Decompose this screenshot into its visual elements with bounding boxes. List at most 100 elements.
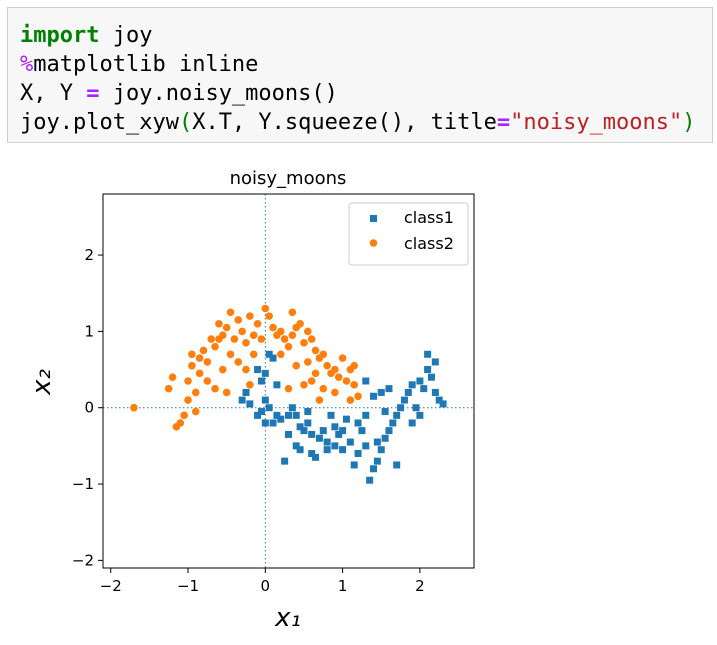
- data-point-class1: [323, 446, 331, 454]
- data-point-class1: [385, 385, 393, 393]
- data-point-class1: [273, 381, 281, 389]
- data-point-class2: [284, 342, 293, 351]
- data-point-class2: [307, 377, 316, 385]
- data-point-class1: [358, 427, 366, 435]
- legend-label-class1: class1: [404, 208, 454, 227]
- data-point-class2: [269, 323, 277, 332]
- data-point-class2: [203, 358, 212, 366]
- data-point-class1: [285, 411, 292, 419]
- code-input[interactable]: import joy %matplotlib inline X, Y = joy…: [20, 21, 696, 137]
- scatter-chart: −2 −1 0 1 2 −2 −1 0 1 2 noisy_moons x₁ x₂ class1 …: [27, 168, 475, 633]
- y-axis-label: x₂: [27, 369, 57, 396]
- data-point-class2: [265, 312, 273, 320]
- data-point-class1: [385, 427, 393, 435]
- data-point-class2: [249, 331, 258, 340]
- data-point-class1: [285, 430, 292, 438]
- data-point-class2: [130, 403, 138, 412]
- data-point-class1: [431, 358, 439, 366]
- data-point-class2: [184, 396, 192, 404]
- code-keyword: import: [20, 23, 100, 48]
- data-point-class2: [188, 350, 196, 359]
- legend: class1 class2: [348, 202, 469, 266]
- data-point-class1: [257, 377, 265, 385]
- code-text: joy.plot_xyw: [20, 110, 179, 135]
- data-point-class1: [312, 453, 320, 461]
- data-point-class2: [207, 335, 216, 343]
- data-point-class2: [215, 319, 223, 328]
- code-text: X.T, Y.squeeze(), title: [192, 110, 497, 135]
- data-point-class2: [238, 327, 246, 336]
- data-point-class1: [327, 411, 335, 419]
- data-point-class1: [381, 434, 389, 442]
- data-point-class1: [427, 373, 435, 381]
- data-point-class1: [331, 423, 339, 431]
- data-point-class2: [315, 396, 324, 404]
- data-point-class1: [308, 430, 316, 438]
- code-cell[interactable]: import joy %matplotlib inline X, Y = joy…: [7, 7, 713, 143]
- data-point-class1: [431, 388, 439, 396]
- x-tick-label: 0: [261, 577, 271, 595]
- data-point-class1: [373, 457, 381, 465]
- data-point-class2: [219, 365, 227, 374]
- data-point-class2: [350, 361, 358, 370]
- data-point-class2: [242, 365, 250, 374]
- data-point-class1: [412, 404, 420, 412]
- x-tick-label: −1: [177, 577, 199, 595]
- data-point-class2: [222, 323, 231, 332]
- data-point-class2: [342, 377, 351, 385]
- code-text: joy.noisy_moons(): [99, 81, 338, 106]
- data-point-class1: [238, 396, 246, 404]
- data-point-class2: [300, 339, 308, 347]
- data-point-class1: [389, 419, 397, 427]
- data-point-class2: [242, 339, 250, 347]
- code-operator: =: [496, 110, 511, 135]
- data-point-class2: [323, 361, 331, 370]
- code-magic: %: [20, 52, 34, 77]
- data-point-class1: [362, 442, 370, 450]
- data-point-class1: [346, 438, 354, 446]
- data-point-class2: [191, 388, 200, 397]
- data-point-class1: [304, 408, 312, 416]
- data-point-class1: [335, 430, 343, 438]
- x-axis-label: x₁: [274, 603, 301, 633]
- data-point-class1: [277, 415, 285, 423]
- data-point-class1: [281, 457, 289, 465]
- data-point-class1: [393, 461, 401, 469]
- data-point-class1: [331, 442, 339, 450]
- data-point-class1: [296, 423, 304, 431]
- data-point-class2: [195, 354, 204, 362]
- data-point-class1: [381, 408, 389, 416]
- data-point-class1: [300, 427, 308, 435]
- y-tick-label: 0: [84, 399, 94, 417]
- data-point-class1: [400, 396, 408, 404]
- data-point-class1: [273, 411, 281, 419]
- data-point-class1: [416, 411, 424, 419]
- data-point-class1: [246, 400, 254, 408]
- data-point-class2: [292, 361, 301, 370]
- data-point-class1: [408, 419, 416, 427]
- data-point-class2: [296, 319, 304, 328]
- data-point-class2: [304, 358, 312, 366]
- data-point-class2: [234, 358, 243, 366]
- data-point-class1: [308, 450, 316, 458]
- data-point-class1: [254, 366, 262, 374]
- data-point-class2: [191, 407, 200, 416]
- data-point-class1: [424, 366, 432, 374]
- data-point-class1: [261, 419, 269, 427]
- data-point-class2: [338, 354, 347, 362]
- data-point-class2: [195, 369, 204, 378]
- data-point-class1: [370, 465, 378, 473]
- data-point-class2: [331, 365, 339, 374]
- legend-marker-class1: [370, 215, 377, 222]
- data-point-class2: [253, 319, 262, 328]
- data-point-class1: [269, 354, 277, 362]
- data-point-class1: [408, 381, 416, 389]
- data-point-class2: [222, 388, 231, 397]
- legend-box: [348, 202, 469, 266]
- data-point-class2: [288, 308, 297, 317]
- data-point-class1: [261, 396, 269, 404]
- axis-ticks: −2 −1 0 1 2 −2 −1 0 1 2: [72, 246, 425, 595]
- data-point-class2: [203, 377, 212, 385]
- code-text: X, Y: [20, 81, 87, 106]
- data-point-class1: [366, 476, 374, 484]
